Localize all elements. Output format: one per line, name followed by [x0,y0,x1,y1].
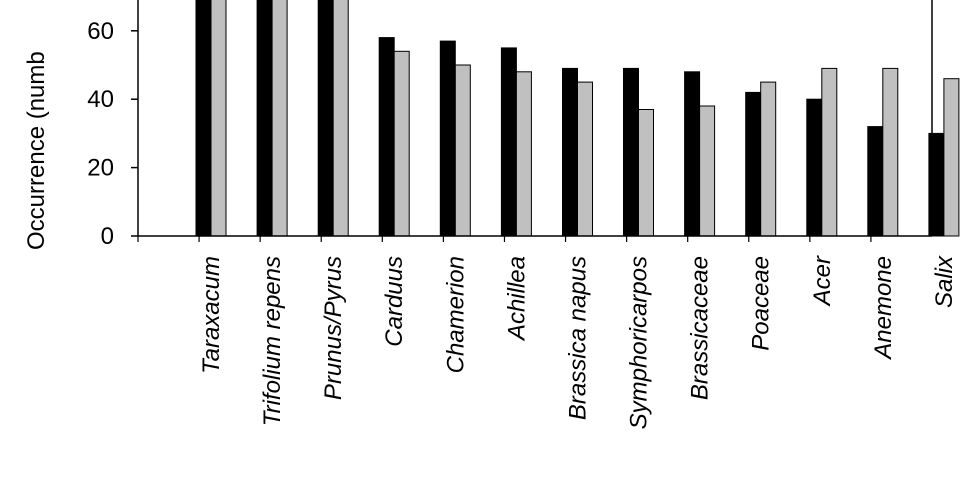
y-tick-label: 20 [87,155,114,182]
bar-prunus-pyrus-s2 [332,0,349,237]
bar-chamerion-s1 [439,40,456,237]
bar-prunus-pyrus-s1 [317,0,334,237]
x-category-label: Brassicaceae [687,256,714,400]
bar-taraxacum-s1 [195,0,212,237]
bar-salix-s1 [928,132,945,237]
bar-anemone-s2 [882,67,899,237]
bar-trifolium-repens-s1 [256,0,273,237]
x-category-label: Poaceae [748,256,775,351]
bar-acer-s1 [806,98,823,237]
bar-brassicaceae-s1 [684,71,701,237]
x-category-label: Chamerion [442,256,469,373]
bar-taraxacum-s2 [210,0,227,237]
bar-brassica-napus-s1 [562,67,578,237]
y-axis-title: Occurrence (numb [23,51,50,250]
bar-anemone-s1 [867,126,884,237]
bar-carduus-s2 [393,50,410,237]
bar-brassicaceae-s2 [699,105,716,237]
x-category-label: Salix [931,255,958,308]
x-category-label: Symphoricarpos [626,256,653,429]
bar-poaceae-s2 [760,81,777,237]
bars-group [195,0,960,237]
bar-salix-s2 [943,78,960,237]
bar-achillea-s1 [500,47,517,237]
x-category-label: Brassica napus [565,256,592,420]
bar-acer-s2 [821,67,838,237]
x-category-label: Acer [809,255,836,307]
x-category-label: Prunus/Pyrus [320,256,347,400]
x-category-label: Carduus [381,256,408,347]
bar-symphoricarpos-s1 [623,67,639,237]
x-category-label: Taraxacum [198,256,225,374]
y-ticks-group: 0 20 40 60 [87,18,138,250]
x-labels-group: Taraxacum Trifolium repens Prunus/Pyrus Car… [137,236,958,429]
bar-trifolium-repens-s2 [271,0,288,237]
axes-group [137,0,933,237]
bar-brassica-napus-s2 [577,81,593,237]
bar-carduus-s1 [378,37,395,237]
bar-chamerion-s2 [454,64,471,237]
y-tick-label: 60 [87,18,114,45]
bar-symphoricarpos-s2 [638,109,654,237]
x-category-label: Trifolium repens [259,256,286,426]
x-category-label: Anemone [870,256,897,361]
y-tick-label: 40 [87,86,114,113]
bar-achillea-s2 [515,71,532,237]
y-tick-label: 0 [101,223,114,250]
x-category-label: Achillea [503,256,530,342]
bar-poaceae-s1 [745,91,762,237]
